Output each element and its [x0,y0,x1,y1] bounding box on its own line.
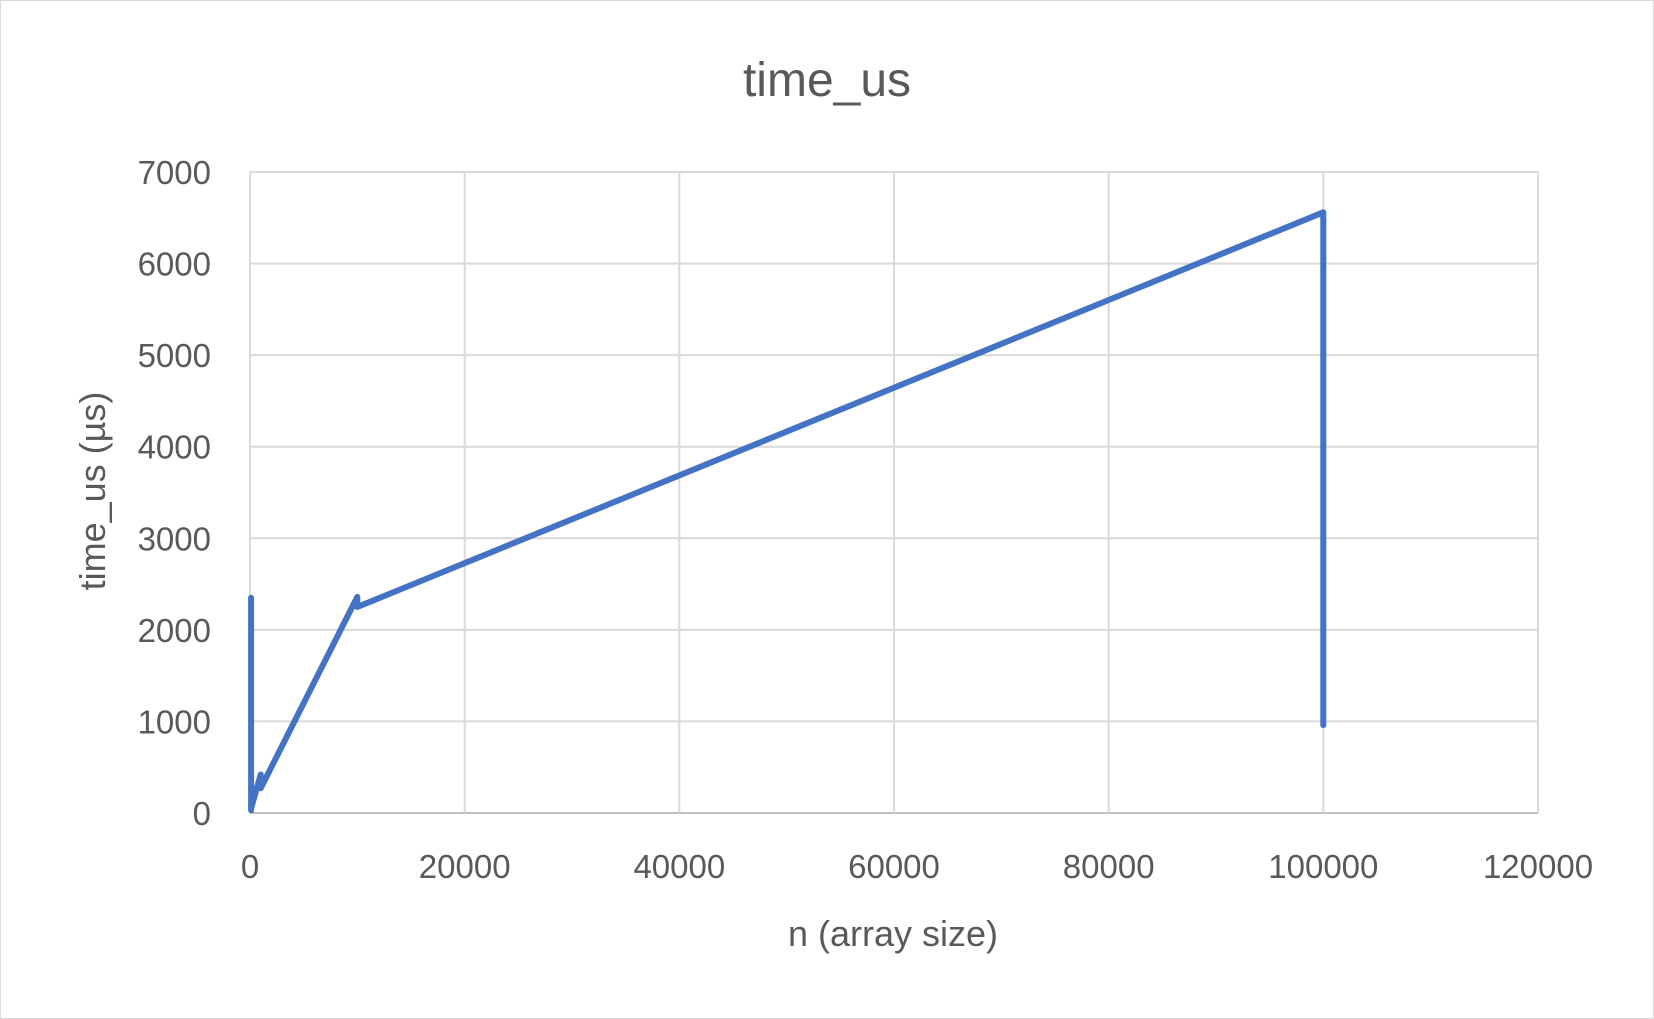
data-point [250,809,252,811]
x-tick-label: 120000 [1483,848,1593,885]
x-tick-label: 100000 [1268,848,1378,885]
data-point [1322,211,1324,213]
data-point [1322,724,1324,726]
y-tick-label: 2000 [138,612,211,649]
x-tick-label: 20000 [419,848,511,885]
x-tick-label: 80000 [1063,848,1155,885]
x-tick-label: 60000 [848,848,940,885]
series-layer [248,209,1327,814]
y-tick-label: 7000 [138,154,211,191]
data-point [250,597,252,599]
y-tick-label: 4000 [138,429,211,466]
data-point [250,807,252,809]
data-point [356,606,358,608]
y-tick-label: 6000 [138,246,211,283]
y-tick-label: 0 [193,795,211,832]
x-tick-label: 0 [241,848,259,885]
y-tick-label: 5000 [138,337,211,374]
data-point [260,787,262,789]
gridlines [249,171,1539,814]
x-axis-title: n (array size) [788,913,998,954]
data-point [260,774,262,776]
y-tick-label: 3000 [138,520,211,557]
y-axis-title: time_us (µs) [72,392,113,591]
tick-labels: 0 1000 2000 3000 4000 5000 6000 7000 0 20000 40000… [138,154,1593,885]
series-line [248,209,1327,814]
data-point [356,596,358,598]
y-tick-label: 1000 [138,703,211,740]
x-tick-label: 40000 [633,848,725,885]
chart-title: time_us [743,54,911,107]
